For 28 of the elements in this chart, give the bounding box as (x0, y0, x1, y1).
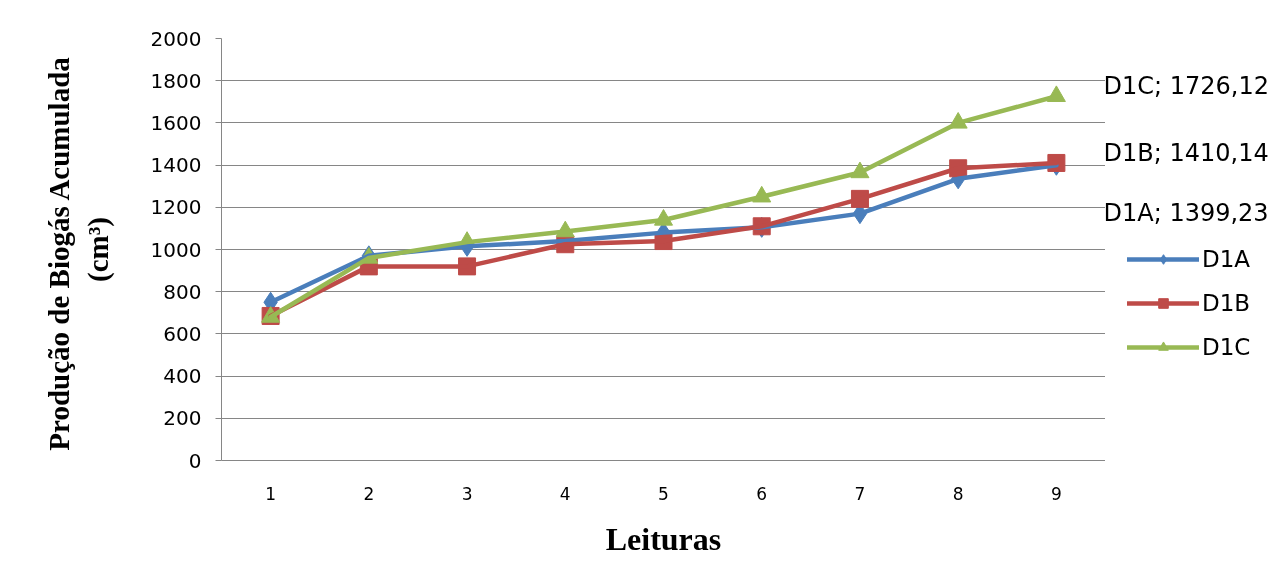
data-label: D1A; 1399,23 (1103, 198, 1269, 227)
y-tick-label: 1400 (150, 153, 202, 178)
data-label: D1C; 1726,12 (1103, 72, 1269, 101)
y-tick-label: 0 (188, 448, 202, 473)
y-tick-label: 400 (163, 364, 202, 389)
x-tick-label: 6 (756, 483, 768, 504)
x-tick-label: 3 (461, 483, 473, 504)
x-tick-label: 9 (1050, 483, 1062, 504)
y-tick-label: 2000 (150, 26, 202, 51)
y-tick-label: 800 (163, 279, 202, 304)
y-tick-label: 600 (163, 321, 202, 346)
x-axis-title: Leituras (605, 520, 722, 557)
y-tick-label: 1200 (150, 195, 202, 220)
legend-label: D1A (1202, 246, 1251, 272)
data-label: D1B; 1410,14 (1103, 138, 1269, 167)
x-tick-label: 4 (559, 483, 571, 504)
x-tick-label: 8 (952, 483, 964, 504)
x-tick-label: 1 (265, 483, 277, 504)
y-tick-label: 200 (163, 406, 202, 431)
y-tick-label: 1800 (150, 68, 202, 93)
y-tick-label: 1600 (150, 110, 202, 135)
legend-label: D1B (1202, 290, 1251, 316)
x-tick-label: 5 (658, 483, 669, 504)
y-axis-title: Produção de Biogás Acumulada (cm³) (43, 56, 115, 451)
legend-label: D1C (1202, 334, 1251, 360)
x-tick-label: 2 (363, 483, 375, 504)
y-tick-label: 1000 (150, 237, 202, 262)
x-tick-label: 7 (854, 483, 866, 504)
